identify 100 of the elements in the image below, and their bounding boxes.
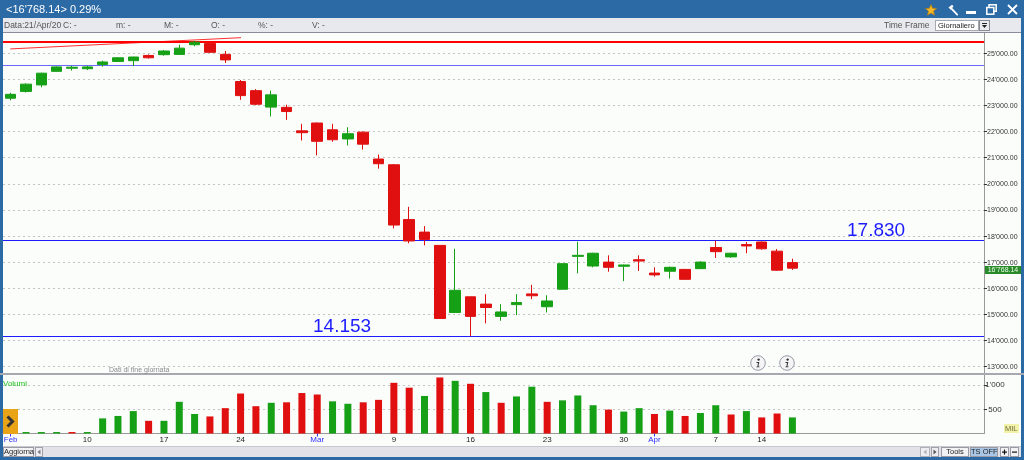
bar — [742, 411, 750, 434]
text: O: - — [211, 19, 226, 31]
candlestick — [649, 266, 660, 278]
candlestick — [603, 254, 614, 273]
bar — [773, 413, 781, 434]
candlestick — [66, 65, 78, 72]
bar — [589, 405, 597, 434]
candlestick — [664, 266, 676, 280]
candlestick — [189, 40, 200, 47]
candlestick — [449, 248, 461, 313]
bar — [129, 411, 137, 434]
y-tick-label: 1'000 — [985, 380, 1006, 390]
bar — [436, 377, 444, 434]
x-tick-label: 23 — [542, 435, 553, 444]
bar — [221, 408, 229, 434]
candlestick — [572, 241, 584, 274]
candlestick — [618, 264, 630, 282]
bar — [512, 396, 520, 434]
bar — [191, 414, 199, 434]
x-tick-label: 10 — [82, 435, 93, 444]
candlestick — [695, 260, 706, 270]
bar — [405, 387, 413, 434]
bar — [788, 417, 796, 434]
candlestick — [51, 65, 62, 72]
chart-title: Volumi — [3, 378, 28, 388]
candlestick — [235, 79, 246, 101]
candlestick — [710, 239, 722, 259]
bar — [558, 400, 566, 434]
x-tick-label: 17 — [159, 435, 169, 444]
bar — [696, 413, 704, 434]
bar — [359, 402, 367, 434]
bar — [267, 402, 275, 434]
bar — [497, 402, 505, 434]
text: C: - — [63, 19, 77, 31]
bar — [375, 399, 383, 434]
candlestick — [82, 65, 93, 71]
bar — [206, 416, 214, 434]
candlestick — [741, 241, 752, 254]
annotation: 17.830 — [847, 219, 906, 240]
bar — [528, 386, 536, 434]
candlestick — [756, 240, 767, 251]
candlestick — [465, 296, 476, 337]
x-tick-label: 9 — [391, 435, 397, 444]
bar — [298, 393, 306, 434]
candlestick — [112, 56, 124, 63]
x-tick-label: 16 — [466, 435, 476, 444]
bar — [145, 420, 153, 434]
x-tick-label: 14 — [757, 435, 767, 444]
candlestick — [511, 293, 522, 316]
bar — [574, 395, 582, 434]
candlestick — [480, 293, 492, 324]
y-tick-label: 500 — [988, 404, 1003, 414]
candlestick — [419, 225, 430, 246]
candlestick — [495, 303, 507, 322]
bar — [344, 403, 352, 434]
x-tick-label: Apr — [648, 435, 661, 444]
x-tick-label: Feb — [3, 435, 19, 444]
candlestick — [296, 123, 308, 142]
candlestick — [281, 104, 292, 121]
x-tick-label: 24 — [236, 435, 246, 444]
bar — [451, 380, 459, 434]
candlestick — [434, 244, 446, 320]
bar — [681, 415, 689, 434]
text: M: - — [164, 19, 179, 31]
candlestick — [265, 90, 277, 117]
bar — [604, 409, 612, 434]
candlestick — [36, 72, 47, 88]
candlestick — [250, 88, 262, 106]
bar — [313, 394, 321, 434]
candlestick — [403, 206, 415, 244]
candlestick — [679, 268, 691, 281]
x-tick-label: 7 — [713, 435, 719, 444]
candlestick — [633, 254, 645, 272]
bar — [175, 401, 183, 434]
bar — [758, 417, 766, 434]
bar — [482, 392, 490, 434]
candlestick — [5, 92, 16, 101]
candlestick — [143, 53, 154, 60]
bar — [329, 401, 337, 434]
candlestick — [541, 294, 553, 313]
text: Data:21/Apr/20 — [4, 19, 62, 31]
candlestick — [587, 252, 599, 268]
text: %: - — [258, 19, 274, 31]
candlestick — [557, 263, 568, 290]
bar — [252, 406, 260, 434]
bar — [114, 415, 122, 434]
candlestick — [725, 252, 737, 259]
candlestick — [128, 56, 139, 67]
text: m: - — [116, 19, 131, 31]
candlestick — [158, 49, 170, 57]
x-tick-label: 30 — [619, 435, 629, 444]
bar — [635, 408, 643, 434]
text: V: - — [312, 19, 325, 31]
x-tick-label: Mar — [310, 435, 325, 444]
bar — [390, 382, 398, 434]
bar — [467, 383, 475, 434]
bar — [620, 411, 628, 434]
bar — [160, 420, 168, 434]
candlestick — [388, 163, 400, 229]
bar — [666, 410, 674, 434]
